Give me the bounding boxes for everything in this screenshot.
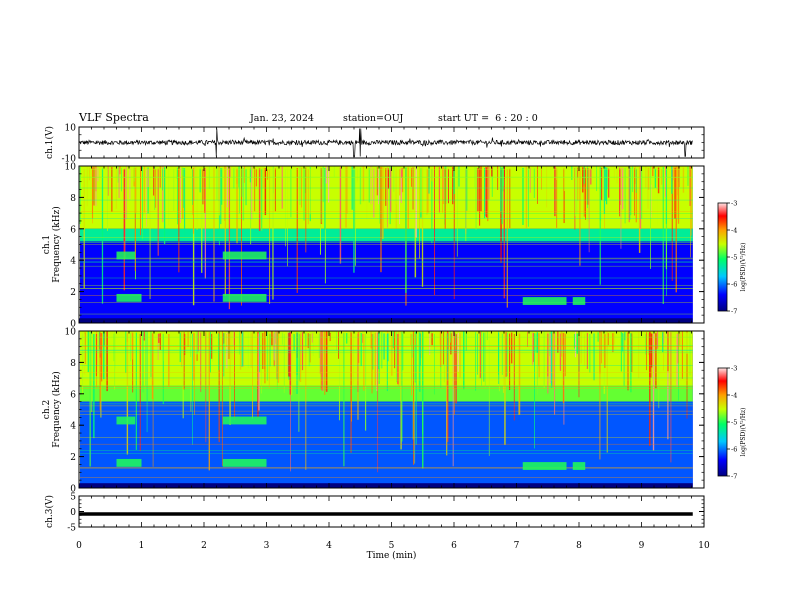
ch2-spectrogram-colorbar-tick-label: -6 xyxy=(731,446,737,454)
ch2-spectrogram-colorbar-tick-label: -5 xyxy=(731,419,737,427)
ch1-spectrogram-colorbar-tick-label: -4 xyxy=(731,227,737,235)
ch2-spectrogram-low-cutoff xyxy=(79,483,693,488)
ch2-spectrogram-emission-patch xyxy=(116,458,142,467)
ch2-spectrogram-colorbar xyxy=(717,367,728,477)
x-tick-label: 8 xyxy=(576,541,582,551)
ch2-spectrogram-ylabel: ch.2Frequency (kHz) xyxy=(42,371,62,448)
ch1-spectrogram-colorbar-tick-label: -7 xyxy=(731,308,737,316)
ch2-spectrogram-colorbar-label: log(PSD)(V²/Hz) xyxy=(740,408,747,457)
ch1-spectrogram-band xyxy=(80,241,693,319)
ch1-spectrogram-emission-patch xyxy=(222,293,267,302)
ch3-waveform-ylabel: ch.3(V) xyxy=(44,495,55,528)
ch2-spectrogram-ytick-label: 2 xyxy=(70,453,76,463)
x-tick-label: 0 xyxy=(76,541,82,551)
ch1-spectrogram-colorbar-tick-label: -6 xyxy=(731,281,737,289)
ch1-spectrogram-ytick-label: 6 xyxy=(70,225,76,235)
ch1-spectrogram-ytick-label: 8 xyxy=(70,194,76,204)
ch2-spectrogram-colorbar-tick-label: -4 xyxy=(731,392,737,400)
ch2-spectrogram-emission-patch xyxy=(572,462,586,470)
ch1-waveform-ytick-label: 10 xyxy=(65,124,77,134)
ch2-spectrogram-band xyxy=(80,401,693,484)
ch1-spectrogram-emission-patch xyxy=(222,251,267,260)
ch2-spectrogram-band xyxy=(80,385,693,402)
ch1-spectrogram-ytick-label: 4 xyxy=(70,257,76,267)
x-tick-label: 10 xyxy=(698,541,710,551)
ch2-spectrogram-emission-patch xyxy=(222,416,267,425)
ch2-spectrogram-emission-patch xyxy=(222,458,267,467)
start-time-label: start UT = 6 : 20 : 0 xyxy=(438,113,538,124)
ch2-spectrogram-ytick-label: 8 xyxy=(70,359,76,369)
x-axis-label: Time (min) xyxy=(367,550,417,561)
ch1-spectrogram-emission-patch xyxy=(116,293,142,302)
x-tick-label: 1 xyxy=(139,541,145,551)
spectrogram-fills xyxy=(79,166,693,488)
x-tick-label: 3 xyxy=(264,541,270,551)
ch1-spectrogram-ytick-label: 10 xyxy=(65,163,77,173)
x-tick-label: 5 xyxy=(389,541,395,551)
station-label: station=OUJ xyxy=(343,113,404,124)
ch1-spectrogram-colorbar-tick-label: -3 xyxy=(731,200,737,208)
axes xyxy=(78,126,730,528)
ch2-spectrogram-ytick-label: 0 xyxy=(70,485,76,495)
ch2-spectrogram-colorbar-tick-label: -7 xyxy=(731,473,737,481)
ch1-spectrogram-colorbar-tick-label: -5 xyxy=(731,254,737,262)
ch1-spectrogram-ylabel: ch.1Frequency (kHz) xyxy=(42,206,62,283)
ch2-spectrogram-band xyxy=(80,331,693,386)
ch2-spectrogram-emission-patch xyxy=(522,462,567,470)
data-lines xyxy=(78,128,694,516)
x-tick-label: 7 xyxy=(514,541,520,551)
x-tick-label: 4 xyxy=(326,541,332,551)
ch1-waveform-ytick-label: -10 xyxy=(62,155,77,165)
x-tick-label: 9 xyxy=(639,541,645,551)
ch2-spectrogram-ytick-label: 4 xyxy=(70,422,76,432)
ch1-waveform-trace xyxy=(78,128,694,157)
date-label: Jan. 23, 2024 xyxy=(250,113,314,124)
ch2-spectrogram-emission-patch xyxy=(116,416,136,425)
ch3-waveform-ytick-label: -5 xyxy=(67,524,76,534)
ch1-waveform-ylabel: ch.1(V) xyxy=(44,126,55,159)
ch1-spectrogram-emission-patch xyxy=(116,251,136,260)
ch2-spectrogram-ytick-label: 10 xyxy=(65,328,77,338)
ch3-waveform-ytick-label: 5 xyxy=(70,493,76,503)
ch2-spectrogram-ytick-label: 6 xyxy=(70,390,76,400)
ch1-spectrogram-ytick-label: 2 xyxy=(70,288,76,298)
ch1-spectrogram-colorbar xyxy=(717,202,728,312)
ch3-waveform-ytick-label: 0 xyxy=(70,508,76,518)
x-tick-label: 2 xyxy=(201,541,207,551)
ch1-spectrogram-colorbar-label: log(PSD)(V²/Hz) xyxy=(740,243,747,292)
ch1-spectrogram-ytick-label: 0 xyxy=(70,320,76,330)
ch2-spectrogram-colorbar-tick-label: -3 xyxy=(731,365,737,373)
ch1-spectrogram-band xyxy=(80,228,693,242)
x-tick-label: 6 xyxy=(451,541,457,551)
ch1-spectrogram-emission-patch xyxy=(522,297,567,305)
ch1-spectrogram-low-cutoff xyxy=(79,318,693,323)
ch1-spectrogram-emission-patch xyxy=(572,297,586,305)
figure-title: VLF Spectra xyxy=(79,111,149,124)
